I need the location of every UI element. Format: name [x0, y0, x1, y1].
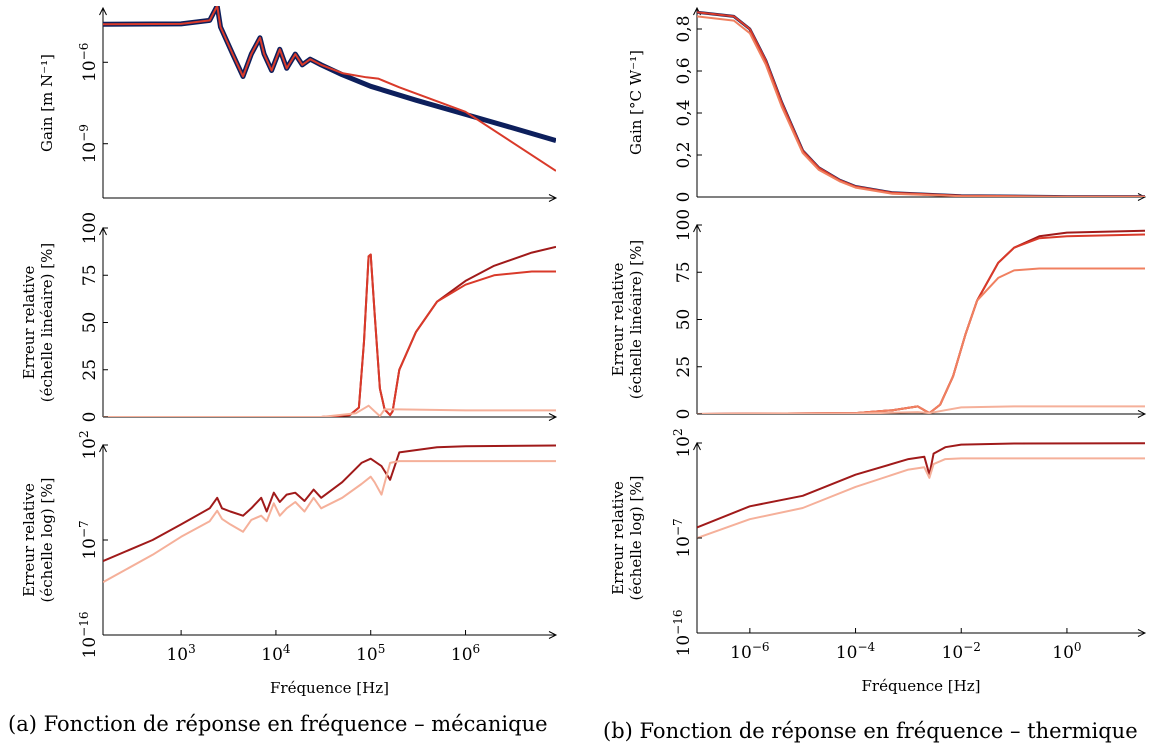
series-line-0	[697, 229, 1145, 414]
y-tick-label-4: 0,8	[674, 15, 694, 42]
y-tick-label-2: 50	[674, 309, 694, 331]
y-tick-label-0: 0	[674, 409, 694, 420]
x-axis-label: Fréquence [Hz]	[270, 679, 389, 697]
series-line-3	[697, 405, 1145, 414]
y-tick-label-2: 0,4	[674, 99, 694, 126]
y-tick-label-3: 75	[80, 264, 100, 286]
y-tick-label-2: 10−16	[77, 612, 100, 659]
y-axis-label: Gain [°C W⁻¹]	[627, 50, 645, 155]
series-line-1	[697, 457, 1145, 539]
y-tick-label-0: 0	[80, 412, 100, 423]
y-tick-label-1: 10−7	[77, 520, 100, 559]
y-axis-arrow-icon	[99, 6, 107, 16]
x-tick-label-2: 10−2	[942, 640, 981, 663]
chart-b-log: 102 10−7 10−16 10−6 10−4 10−2 100 Erreur relati…	[609, 428, 1147, 695]
y-tick-label-0: 10−6	[77, 43, 100, 82]
y-tick-label-1: 25	[674, 356, 694, 378]
series-line-0	[697, 442, 1145, 529]
y-tick-label-3: 0,6	[674, 57, 694, 84]
y-tick-label-1: 0,2	[674, 141, 694, 168]
y-tick-label-0: 102	[77, 430, 100, 459]
y-axis-label: Erreur relative	[20, 483, 38, 597]
y-tick-label-4: 100	[80, 212, 100, 244]
x-axis-arrow-icon	[1137, 629, 1147, 637]
series-line-2	[697, 267, 1145, 414]
series-line-1	[697, 11, 1145, 197]
series-line-0	[697, 10, 1145, 197]
x-tick-label-1: 104	[261, 642, 291, 665]
y-tick-label-0: 0	[674, 192, 694, 203]
x-tick-label-0: 10−6	[730, 640, 769, 663]
y-axis-label: (échelle log) [%]	[627, 476, 645, 601]
y-axis-label: Erreur relative	[20, 266, 38, 380]
series-line-1	[103, 253, 556, 417]
y-axis-label: (échelle linéaire) [%]	[627, 240, 645, 399]
series-line-0	[103, 245, 556, 417]
chart-a-gain: 10−6 10−9 Gain [m N⁻¹]	[38, 6, 558, 202]
x-tick-label-1: 10−4	[836, 640, 876, 663]
y-axis-label: Gain [m N⁻¹]	[38, 54, 56, 152]
chart-b-lin: 0 25 50 75 100 Erreur relative (échelle linéai…	[609, 209, 1147, 420]
y-tick-label-2: 10−16	[671, 610, 694, 657]
series-line-2	[103, 404, 556, 417]
caption-a: (a) Fonction de réponse en fréquence – m…	[8, 712, 548, 736]
y-tick-label-1: 25	[80, 359, 100, 381]
y-tick-label-1: 10−9	[77, 124, 100, 163]
y-tick-label-0: 102	[671, 428, 694, 457]
caption-b: (b) Fonction de réponse en fréquence – t…	[603, 719, 1138, 743]
x-tick-label-0: 103	[166, 642, 195, 665]
series-line-1	[103, 460, 556, 584]
y-axis-label: (échelle linéaire) [%]	[38, 243, 56, 402]
chart-a-log: 102 10−7 10−16 103 104 105 106 Erreur relative(…	[20, 430, 558, 697]
y-tick-label-2: 50	[80, 312, 100, 334]
x-tick-label-3: 100	[1052, 640, 1081, 663]
x-axis-arrow-icon	[548, 413, 558, 421]
y-tick-label-4: 100	[674, 209, 694, 241]
series-line-1	[697, 233, 1145, 414]
chart-a-lin: 0 25 50 75 100 Erreur relative (échelle linéai…	[20, 212, 558, 423]
x-tick-label-3: 106	[451, 642, 480, 665]
y-axis-label: (échelle log) [%]	[38, 478, 56, 603]
series-line-1	[103, 6, 556, 172]
x-axis-label: Fréquence [Hz]	[862, 677, 981, 695]
y-tick-label-1: 10−7	[671, 518, 694, 557]
x-axis-arrow-icon	[1137, 410, 1147, 418]
y-axis-label: Erreur relative	[609, 263, 627, 377]
series-line-2	[697, 15, 1145, 197]
x-axis-arrow-icon	[548, 194, 558, 202]
series-line-0	[103, 6, 556, 143]
y-axis-label: Erreur relative	[609, 481, 627, 595]
chart-b-gain: 0 0,2 0,4 0,6 0,8 Gain [°C W⁻¹]	[627, 6, 1147, 203]
x-tick-label-2: 105	[356, 642, 385, 665]
x-axis-arrow-icon	[548, 631, 558, 639]
y-tick-label-3: 75	[674, 261, 694, 283]
plots-group: 10−6 10−9 Gain [m N⁻¹] 0 25 50 75 100 Erreur rel…	[20, 6, 1147, 697]
